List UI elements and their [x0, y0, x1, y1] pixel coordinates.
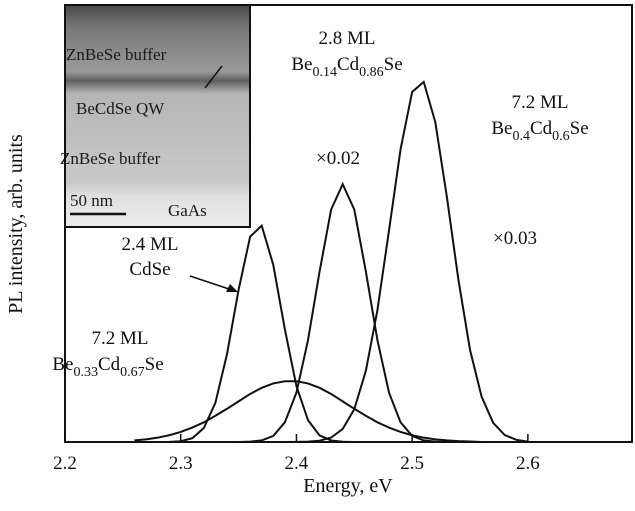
chart: ZnBeSe buffer BeCdSe QW ZnBeSe buffer 50…	[0, 0, 635, 506]
formula-part: Cd	[98, 354, 121, 375]
formula-subscript: 0.14	[312, 65, 337, 80]
formula-part: Se	[145, 354, 164, 375]
series-formula: Be0.4Cd0.6Se	[491, 118, 588, 144]
formula-part: Be	[491, 118, 512, 139]
formula-part: Se	[570, 118, 589, 139]
formula-subscript: 0.6	[552, 129, 570, 144]
series-label: 2.8 ML	[319, 28, 376, 49]
formula-part: Se	[384, 54, 403, 75]
inset-label: 50 nm	[70, 191, 113, 210]
formula-subscript: 0.33	[73, 365, 98, 380]
x-tick-label: 2.6	[516, 453, 540, 474]
y-axis-label: PL intensity, arb. units	[5, 134, 27, 314]
formula-part: CdSe	[129, 259, 170, 280]
formula-part: Be	[52, 354, 73, 375]
x-tick-label: 2.2	[53, 453, 77, 474]
spectrum-line	[134, 381, 527, 442]
scale-factor: ×0.02	[316, 148, 360, 169]
x-axis-label: Energy, eV	[303, 475, 393, 497]
formula-subscript: 0.67	[120, 365, 145, 380]
formula-part: Be	[291, 54, 312, 75]
series-label: 2.4 ML	[122, 234, 179, 255]
formula-part: Cd	[337, 54, 360, 75]
inset-label: ZnBeSe buffer	[66, 45, 167, 64]
series-formula: CdSe	[129, 259, 170, 280]
inset-label: BeCdSe QW	[76, 99, 165, 118]
x-tick-label: 2.5	[400, 453, 424, 474]
formula-part: Cd	[530, 118, 553, 139]
scale-factor: ×0.03	[493, 228, 537, 249]
formula-subscript: 0.4	[512, 129, 530, 144]
series-formula: Be0.33Cd0.67Se	[52, 354, 163, 380]
spectrum-line	[134, 226, 527, 442]
inset-label: ZnBeSe buffer	[60, 149, 161, 168]
x-tick-label: 2.4	[285, 453, 309, 474]
series-label: 7.2 ML	[512, 92, 569, 113]
x-tick-label: 2.3	[169, 453, 193, 474]
formula-subscript: 0.86	[359, 65, 384, 80]
inset-label: GaAs	[168, 201, 207, 220]
series-label: 7.2 ML	[92, 328, 149, 349]
series-formula: Be0.14Cd0.86Se	[291, 54, 402, 80]
